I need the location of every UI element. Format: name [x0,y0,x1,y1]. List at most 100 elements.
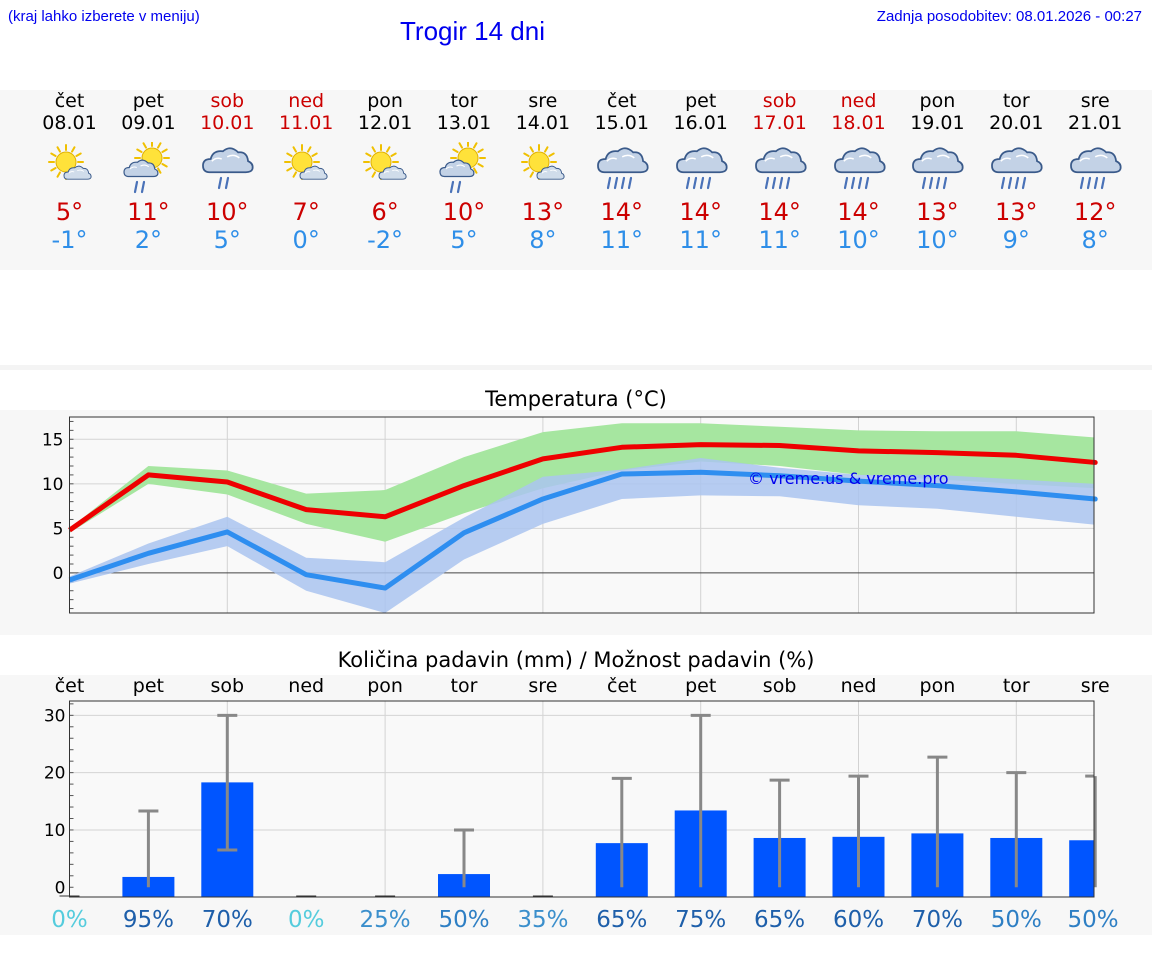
sun-cloud-icon [520,144,565,180]
last-updated: Zadnja posodobitev: 08.01.2026 - 00:27 [876,8,1142,25]
precip-day-label: sre [528,675,557,697]
day-name: pet [132,90,164,112]
day-column: sob 10.01 10° 5° [187,90,267,254]
error-bar [454,828,474,888]
day-date: 11.01 [278,112,334,134]
day-name: ned [840,90,877,112]
temp-min: -2° [367,226,404,254]
sun-cloud-rain-icon [439,142,486,194]
temp-min: 8° [1081,226,1109,254]
error-bar [690,713,711,888]
line-max [68,442,1098,533]
day-date: 19.01 [910,112,965,134]
day-name: pon [367,90,403,112]
day-date: 08.01 [42,112,97,134]
precip-chance-label: 70% [202,907,253,933]
day-column: čet 15.01 14° 11° [582,90,662,254]
precip-day-label: čet [607,675,637,697]
temp-max: 14° [758,198,801,226]
temp-min: 5° [213,226,241,254]
page-title: Trogir 14 dni [400,16,545,46]
day-column: sob 17.01 14° 11° [740,90,820,254]
sun-cloud-icon [363,144,407,180]
temp-max: 12° [1073,198,1117,226]
cloud-heavy-rain-icon [596,147,649,190]
precip-day-label: ned [841,675,877,697]
precipitation-chart-title: Količina padavin (mm) / Možnost padavin … [337,648,815,672]
temp-max: 7° [292,198,320,226]
precip-day-label: ned [288,675,324,697]
day-column: tor 13.01 10° 5° [424,90,504,254]
precip-chance-label: 50% [1067,907,1118,933]
day-column: pet 09.01 11° 2° [108,90,188,254]
watermark: © vreme.us & vreme.pro [748,469,949,488]
temperature-chart: 0 5 10 15 © vreme.us & vreme.pro [42,416,1098,614]
day-column: tor 20.01 13° 9° [976,90,1056,254]
precip-day-label: tor [451,675,478,697]
y-tick-label: 0 [55,878,66,898]
cloud-rain-icon [202,147,254,190]
error-bar [927,755,948,888]
day-column: ned 18.01 14° 10° [819,90,899,254]
temp-max: 13° [521,198,565,226]
precip-chance-label: 35% [517,907,568,933]
plot-frame [69,416,1095,614]
day-date: 14.01 [515,112,571,134]
day-name: sre [528,90,558,112]
day-column: čet 08.01 5° -1° [30,90,110,254]
precip-chance-label: 50% [991,907,1042,933]
temperature-chart-title: Temperatura (°C) [485,387,667,411]
header-hint[interactable]: (kraj lahko izberete v meniju) [8,8,200,25]
range-band-min [69,457,1096,613]
temp-max: 13° [916,198,959,226]
sun-cloud-icon [284,144,328,180]
day-date: 21.01 [1067,112,1123,134]
precip-day-label: pet [685,675,716,697]
precip-chance-label: 0% [288,907,325,933]
divider [0,365,1152,370]
day-name: sob [762,90,797,112]
error-bar [1085,774,1097,888]
precip-day-label: pon [920,675,956,697]
day-name: čet [54,90,85,112]
day-name: sre [1080,90,1110,112]
temp-min: -1° [51,226,88,254]
temp-min: 5° [450,226,478,254]
y-tick-label: 15 [42,430,64,450]
y-tick-label: 20 [44,764,66,784]
temp-max: 10° [206,198,249,226]
error-bar [769,778,790,888]
day-column: pon 19.01 13° 10° [897,90,977,254]
y-tick-label: 10 [44,821,66,841]
day-date: 18.01 [831,112,886,134]
cloud-heavy-rain-icon [912,147,964,190]
day-name: tor [450,90,478,112]
y-tick-label: 5 [53,519,64,539]
temp-max: 11° [127,198,170,226]
error-bar [217,713,238,852]
temp-max: 14° [600,198,644,226]
day-column: sre 14.01 13° 8° [503,90,583,254]
y-tick-label: 0 [53,564,64,584]
day-date: 20.01 [989,112,1044,134]
forecast-band [0,90,1152,270]
day-date: 10.01 [200,112,255,134]
temp-min: 8° [529,226,557,254]
day-date: 15.01 [594,112,649,134]
temp-min: 11° [600,226,644,254]
line-min [68,469,1098,591]
precip-chance-label: 95% [123,907,174,933]
temp-min: 9° [1002,226,1030,254]
cloud-heavy-rain-icon [754,147,807,190]
precip-day-label: sob [211,675,245,697]
day-date: 13.01 [436,112,492,134]
temp-min: 10° [837,226,880,254]
forecast-strip: čet 08.01 5° -1° pet 09.01 11° 2° sob 10.01 10° 5° n… [0,90,1152,270]
cloud-heavy-rain-icon [991,147,1043,190]
temp-max: 10° [442,198,486,226]
day-name: tor [1002,90,1030,112]
day-column: sre 21.01 12° 8° [1055,90,1135,254]
precipitation-chart: čet pet sob ned pon tor sre čet pet sob ned pon tor s… [44,675,1119,933]
temp-max: 13° [995,198,1038,226]
precip-chance-label: 65% [754,907,805,933]
